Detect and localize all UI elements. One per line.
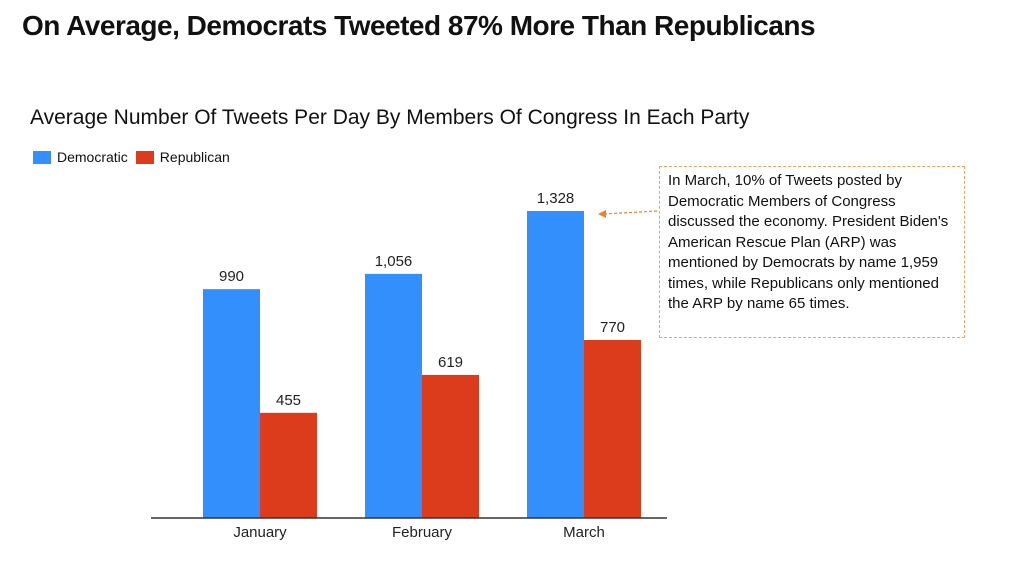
x-tick-label-march: March — [563, 524, 605, 541]
x-tick-label-january: January — [233, 524, 287, 541]
data-label-democratic-march: 1,328 — [537, 190, 575, 207]
data-label-republican-january: 455 — [276, 392, 301, 409]
legend-item-republican: Republican — [135, 149, 230, 165]
annotation-connector-line — [603, 210, 658, 215]
bar-democratic-january — [203, 289, 260, 518]
data-label-democratic-february: 1,056 — [375, 253, 413, 270]
bar-democratic-march — [527, 211, 584, 518]
legend-swatch-democratic — [33, 150, 51, 164]
chart-title: Average Number Of Tweets Per Day By Memb… — [30, 106, 750, 129]
bar-republican-january — [260, 412, 317, 518]
data-label-republican-february: 619 — [438, 354, 463, 371]
legend-label-republican: Republican — [159, 149, 230, 165]
legend-swatch-republican — [135, 150, 154, 164]
data-label-republican-march: 770 — [600, 319, 625, 336]
legend-label-democratic: Democratic — [57, 149, 128, 165]
bar-democratic-february — [365, 273, 422, 518]
bar-republican-february — [422, 374, 479, 518]
annotation-box: In March, 10% of Tweets posted by Democr… — [659, 166, 965, 338]
data-label-democratic-january: 990 — [219, 268, 244, 285]
legend: Democratic Republican — [33, 149, 238, 165]
headline: On Average, Democrats Tweeted 87% More T… — [22, 10, 816, 41]
legend-item-democratic: Democratic — [33, 149, 128, 165]
bar-republican-march — [584, 339, 641, 518]
x-tick-label-february: February — [392, 524, 453, 541]
annotation-arrowhead-icon — [598, 210, 606, 218]
